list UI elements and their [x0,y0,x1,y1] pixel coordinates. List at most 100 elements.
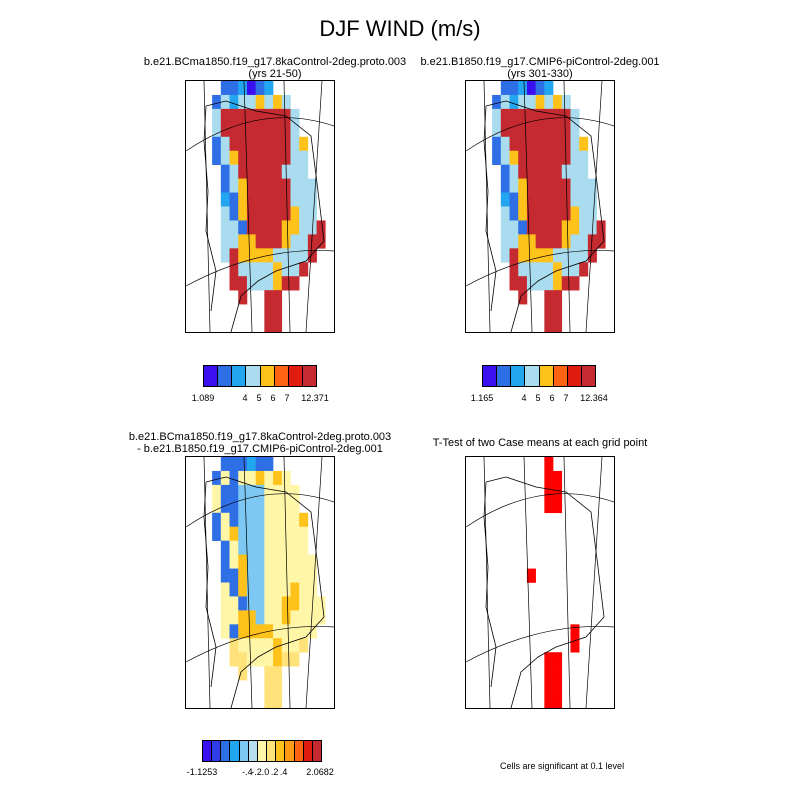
grid-cell [246,164,256,179]
graticule-line [305,457,323,708]
grid-cell [535,178,545,193]
grid-cell [220,554,230,569]
grid-cell [290,248,300,263]
grid-cell [299,136,309,152]
grid-cell [579,136,589,152]
grid-cell [579,206,589,221]
colorbar-swatch [218,366,233,386]
grid-cell [509,234,519,249]
grid-cell [492,108,502,124]
grid-cell [246,94,256,110]
grid-cell [212,94,222,110]
grid-cell [281,122,291,138]
grid-cell [299,248,309,263]
grid-cell [229,136,239,152]
grid-cell [544,81,554,96]
grid-cell [229,624,239,639]
colorbar-label: -.2 [251,767,262,777]
grid-cell [518,136,528,152]
grid-cell [220,206,230,221]
grid-cell [220,248,230,263]
grid-cell [212,150,222,165]
grid-cell [220,108,230,124]
grid-cell [518,206,528,221]
grid-cell [238,136,248,152]
grid-cell [299,554,309,569]
grid-cell [570,192,580,207]
colorbar-case2-labels: 1.165 4 5 6 7 12.364 [471,393,608,405]
grid-cell [290,638,300,653]
grid-cell [299,540,309,555]
grid-cell [246,81,256,96]
grid-cell [238,554,248,569]
grid-cell [212,526,222,541]
grid-cell [264,457,274,472]
grid-cell [518,192,528,207]
grid-cell [220,94,230,110]
grid-cell [229,206,239,221]
colorbar-swatch [203,741,213,761]
grid-cell [500,248,510,263]
grid-cell [229,234,239,249]
grid-cell [264,470,274,486]
grid-cell [579,164,589,179]
map-panel-case1 [185,80,335,333]
grid-cell [299,596,309,611]
grid-cell [229,512,239,528]
grid-cell [561,220,571,235]
grid-cell [220,526,230,541]
grid-cell [220,540,230,555]
grid-cell [535,206,545,221]
grid-cell [492,81,502,96]
map-ttest-svg [466,457,614,708]
grid-cell [290,262,300,277]
panel1-title: b.e21.BCma1850.f19_g17.8kaControl-2deg.p… [95,56,455,80]
grid-cell [526,122,536,138]
grid-cell [264,596,274,611]
grid-cell [570,276,580,291]
grid-cell [229,582,239,597]
grid-cell [264,554,274,569]
grid-cell [535,136,545,152]
grid-cell [290,624,300,639]
grid-cell [281,624,291,639]
grid-cell [587,248,597,263]
grid-cell [246,596,256,611]
grid-cell [246,150,256,165]
grid-cell [281,610,291,625]
grid-cell [307,192,317,207]
grid-cell [220,81,230,96]
grid-cell [544,694,554,708]
colorbar-difference-labels: -1.1253 -.4 -.2.0.2.4 2.0682 [187,767,334,779]
grid-cell [212,512,222,528]
grid-cell [500,220,510,235]
panel2-title: b.e21.B1850.f19_g17.CMIP6-piControl-2deg… [360,56,720,80]
grid-cell [544,164,554,179]
grid-cell [273,248,283,263]
grid-cell [553,136,563,152]
grid-cell [553,192,563,207]
grid-cell [238,470,248,486]
grid-cell [212,108,222,124]
grid-cell [526,150,536,165]
grid-cell [526,81,536,96]
grid-cell [238,666,248,681]
grid-cell [299,150,309,165]
grid-cell [561,122,571,138]
grid-cell [229,484,239,500]
grid-cell [203,81,213,96]
grid-cell [264,150,274,165]
grid-cell [212,122,222,138]
grid-cell [264,276,274,291]
grid-cell [220,484,230,500]
grid-cell [255,638,265,653]
grid-cell [290,540,300,555]
grid-cell [273,554,283,569]
grid-cell [535,248,545,263]
grid-cell [246,498,256,514]
grid-cell [526,136,536,152]
grid-cell [246,248,256,263]
colorbar-swatch [230,741,240,761]
grid-cell [526,108,536,124]
grid-cell [509,262,519,277]
